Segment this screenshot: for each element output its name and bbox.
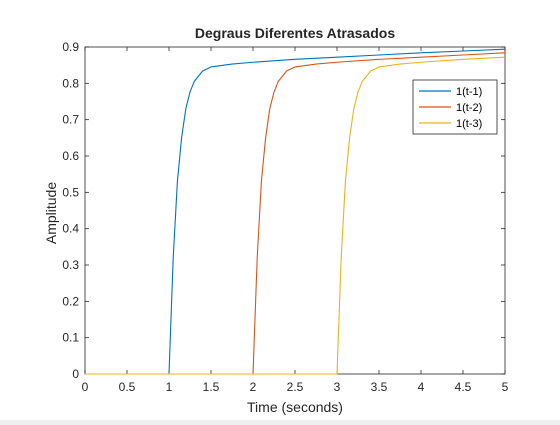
x-tick-label: 4 bbox=[418, 380, 425, 394]
x-axis-label: Time (seconds) bbox=[247, 399, 343, 415]
legend-label: 1(t-2) bbox=[456, 102, 482, 114]
chart-title: Degraus Diferentes Atrasados bbox=[195, 25, 395, 41]
x-tick-label: 3 bbox=[334, 380, 341, 394]
series-line bbox=[85, 48, 506, 375]
y-tick-label: 0.5 bbox=[62, 185, 79, 199]
y-tick-label: 0.9 bbox=[62, 40, 79, 54]
x-tick-label: 2.5 bbox=[287, 380, 304, 394]
x-tick-label: 4.5 bbox=[455, 380, 472, 394]
x-tick-label: 0 bbox=[82, 380, 89, 394]
x-tick-label: 3.5 bbox=[371, 380, 388, 394]
legend-label: 1(t-3) bbox=[456, 118, 482, 130]
plot-area: 0 0.5 1 1.5 2 2.5 3 3.5 4 4.5 5 0 0.1 0.2 0.3 0.4 0.5 0.6… bbox=[62, 40, 508, 394]
y-tick-label: 0.7 bbox=[62, 113, 79, 127]
y-tick-label: 0.4 bbox=[62, 222, 79, 236]
y-tick-label: 0 bbox=[72, 367, 79, 381]
y-tick-label: 0.8 bbox=[62, 76, 79, 90]
series-line bbox=[85, 56, 506, 375]
y-tick-label: 0.3 bbox=[62, 258, 79, 272]
y-axis-label: Amplitude bbox=[43, 182, 59, 244]
x-tick-label: 2 bbox=[250, 380, 257, 394]
x-tick-label: 0.5 bbox=[119, 380, 136, 394]
x-tick-label: 5 bbox=[502, 380, 509, 394]
x-tick-label: 1.5 bbox=[203, 380, 220, 394]
y-tick-label: 0.1 bbox=[62, 331, 79, 345]
x-tick-label: 1 bbox=[166, 380, 173, 394]
series-line bbox=[85, 52, 506, 375]
y-tick-label: 0.2 bbox=[62, 294, 79, 308]
legend-label: 1(t-1) bbox=[456, 86, 482, 98]
y-tick-label: 0.6 bbox=[62, 149, 79, 163]
